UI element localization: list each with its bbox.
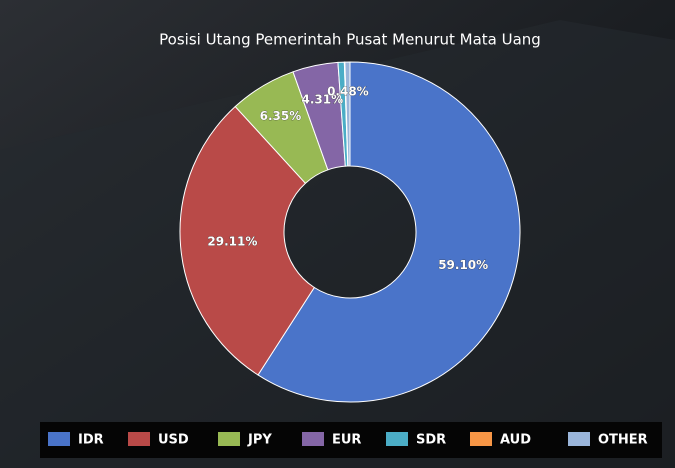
data-label: 59.10% <box>438 258 488 272</box>
data-label: 6.35% <box>260 109 302 123</box>
legend-label: OTHER <box>598 433 648 448</box>
legend-label: IDR <box>78 433 104 448</box>
donut-slice <box>257 61 521 403</box>
data-label: 0.48% <box>327 85 369 99</box>
legend-swatch <box>218 432 240 446</box>
data-label: 29.11% <box>207 234 257 248</box>
legend-swatch <box>48 432 70 446</box>
donut-slice <box>179 105 315 376</box>
building-shape <box>0 20 675 468</box>
legend-label: SDR <box>416 433 446 448</box>
legend-swatch <box>128 432 150 446</box>
legend-swatch <box>302 432 324 446</box>
legend-swatch <box>568 432 590 446</box>
legend-label: JPY <box>247 433 272 448</box>
legend-label: EUR <box>332 433 361 448</box>
donut-slice <box>344 61 351 167</box>
data-label: 4.31% <box>302 92 344 106</box>
legend-label: AUD <box>500 433 531 448</box>
legend-swatch <box>470 432 492 446</box>
legend-swatch <box>386 432 408 446</box>
legend-label: USD <box>158 433 189 448</box>
chart-title: Posisi Utang Pemerintah Pusat Menurut Ma… <box>159 31 541 49</box>
